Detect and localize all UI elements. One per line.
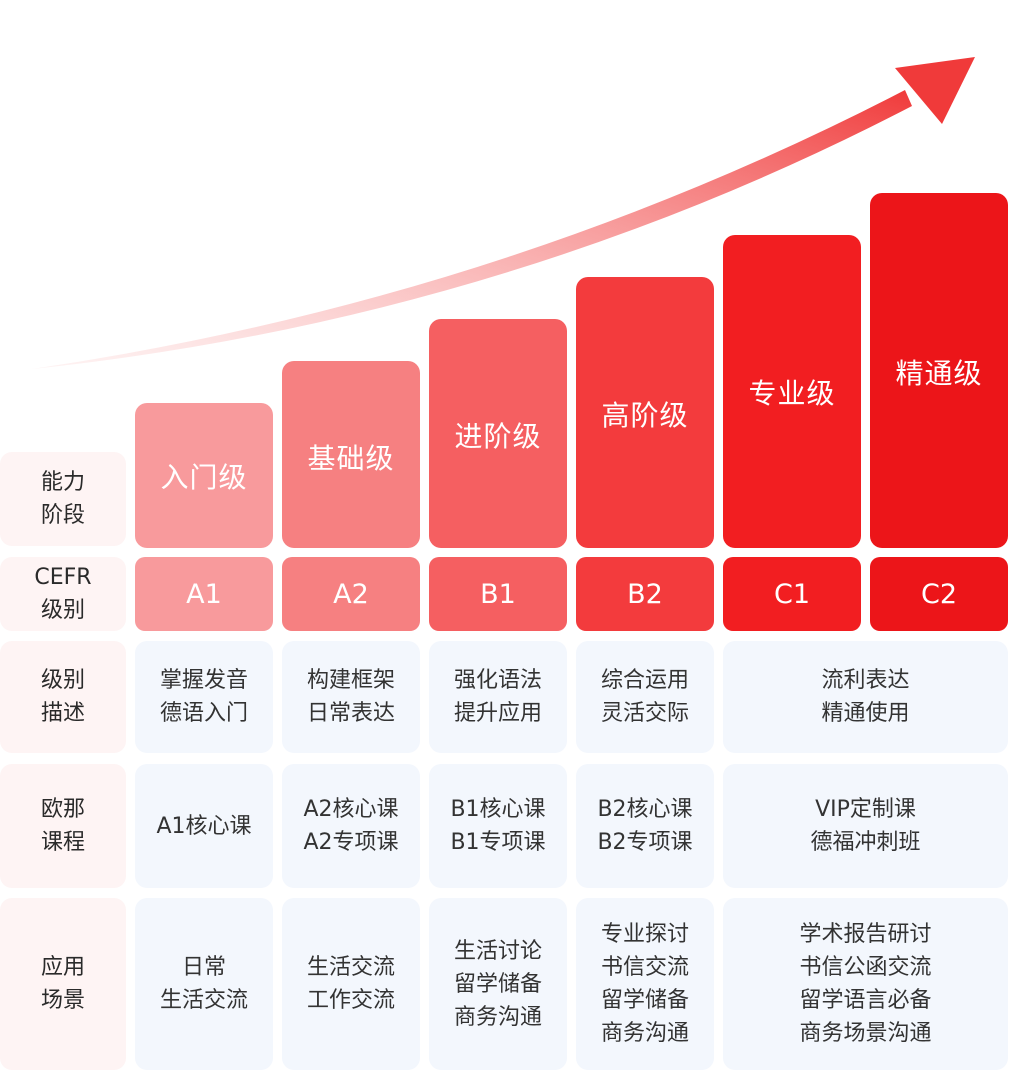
level-bar-a1: 入门级	[135, 403, 273, 548]
scenario-line: 书信交流	[600, 955, 689, 980]
row-header-cefr: CEFR 级别	[0, 557, 126, 631]
cefr-cell-b2-label: B2	[627, 578, 663, 610]
scenario-line: 工作交流	[306, 988, 395, 1013]
level-bar-b2: 高阶级	[576, 277, 714, 548]
growth-arrow-head	[895, 57, 975, 124]
row-header-description: 级别 描述	[0, 641, 126, 753]
row-header-description-line-2: 描述	[40, 701, 85, 726]
level-bar-a1-label: 入门级	[160, 460, 248, 494]
scenario-cell-b1: 生活讨论 留学储备 商务沟通	[429, 898, 567, 1070]
cefr-cell-c1: C1	[723, 557, 861, 631]
description-cell-b1: 强化语法 提升应用	[429, 641, 567, 753]
scenario-line: 商务沟通	[600, 1021, 689, 1046]
cefr-cell-a1: A1	[135, 557, 273, 631]
course-cell-c: VIP定制课 德福冲刺班	[723, 764, 1008, 888]
course-line: B2专项课	[597, 830, 693, 855]
row-header-scenario-line-2: 场景	[40, 988, 85, 1013]
row-header-cefr-line-2: 级别	[40, 598, 85, 623]
course-line: B1专项课	[450, 830, 546, 855]
description-line: 精通使用	[821, 701, 910, 726]
level-bar-c1: 专业级	[723, 235, 861, 548]
scenario-line: 商务场景沟通	[799, 1021, 932, 1046]
description-line: 灵活交际	[600, 701, 689, 726]
description-cell-a1: 掌握发音 德语入门	[135, 641, 273, 753]
course-cell-b1: B1核心课 B1专项课	[429, 764, 567, 888]
scenario-line: 生活交流	[159, 988, 248, 1013]
cefr-cell-c2-label: C2	[920, 578, 958, 610]
row-header-course: 欧那 课程	[0, 764, 126, 888]
scenario-line: 留学语言必备	[799, 988, 932, 1013]
row-header-course-line-2: 课程	[40, 830, 85, 855]
scenario-cell-c: 学术报告研讨 书信公函交流 留学语言必备 商务场景沟通	[723, 898, 1008, 1070]
cefr-cell-a1-label: A1	[186, 578, 222, 610]
level-bar-a2-label: 基础级	[307, 442, 395, 475]
course-line: VIP定制课	[815, 797, 916, 822]
level-bar-c2: 精通级	[870, 193, 1008, 548]
cefr-cell-c2: C2	[870, 557, 1008, 631]
course-line: B1核心课	[450, 797, 546, 822]
scenario-line: 日常	[181, 955, 226, 980]
row-header-scenario-line-1: 应用	[40, 955, 85, 980]
level-bar-c1-label: 专业级	[748, 377, 836, 410]
description-cell-a2: 构建框架 日常表达	[282, 641, 420, 753]
scenario-line: 生活交流	[306, 955, 395, 980]
scenario-line: 留学储备	[453, 971, 542, 997]
row-header-cefr-line-1: CEFR	[34, 565, 92, 590]
scenario-line: 书信公函交流	[799, 955, 932, 980]
cefr-cell-a2: A2	[282, 557, 420, 631]
cefr-cell-b2: B2	[576, 557, 714, 631]
level-bar-b1-label: 进阶级	[454, 420, 542, 453]
description-line: 日常表达	[306, 701, 395, 726]
description-line: 构建框架	[306, 668, 395, 693]
row-header-scenario: 应用 场景	[0, 898, 126, 1070]
course-cell-b2: B2核心课 B2专项课	[576, 764, 714, 888]
course-line: A2专项课	[303, 830, 399, 855]
scenario-line: 专业探讨	[600, 922, 689, 947]
course-line: 德福冲刺班	[810, 830, 921, 855]
scenario-line: 学术报告研讨	[799, 922, 932, 947]
row-header-course-line-1: 欧那	[40, 797, 85, 822]
description-line: 流利表达	[821, 668, 910, 693]
level-bar-a2: 基础级	[282, 361, 420, 548]
scenario-cell-a1: 日常 生活交流	[135, 898, 273, 1070]
scenario-line: 留学储备	[600, 988, 689, 1013]
row-header-stage-line-2: 阶段	[40, 503, 85, 528]
cefr-cell-b1-label: B1	[480, 578, 516, 610]
course-cell-a2: A2核心课 A2专项课	[282, 764, 420, 888]
scenario-cell-a2: 生活交流 工作交流	[282, 898, 420, 1070]
course-cell-a1: A1核心课	[135, 764, 273, 888]
course-line: A2核心课	[303, 797, 399, 822]
course-line: A1核心课	[156, 813, 252, 839]
description-cell-b2: 综合运用 灵活交际	[576, 641, 714, 753]
growth-arrow	[32, 57, 975, 369]
course-line: B2核心课	[597, 797, 693, 822]
cefr-cell-a2-label: A2	[333, 578, 369, 610]
level-bar-b2-label: 高阶级	[601, 399, 689, 432]
scenario-cell-b2: 专业探讨 书信交流 留学储备 商务沟通	[576, 898, 714, 1070]
cefr-cell-c1-label: C1	[773, 578, 811, 610]
scenario-line: 生活讨论	[453, 938, 542, 964]
row-header-stage-line-1: 能力	[40, 470, 85, 495]
scenario-line: 商务沟通	[453, 1004, 542, 1030]
description-line: 掌握发音	[159, 668, 248, 693]
description-cell-c: 流利表达 精通使用	[723, 641, 1008, 753]
level-bar-b1: 进阶级	[429, 319, 567, 548]
cefr-cell-b1: B1	[429, 557, 567, 631]
description-line: 提升应用	[453, 701, 542, 726]
description-line: 综合运用	[600, 668, 689, 693]
row-header-description-line-1: 级别	[40, 668, 85, 693]
description-line: 强化语法	[453, 668, 542, 693]
level-bar-c2-label: 精通级	[895, 357, 983, 390]
row-header-stage: 能力 阶段	[0, 452, 126, 546]
description-line: 德语入门	[159, 701, 248, 726]
